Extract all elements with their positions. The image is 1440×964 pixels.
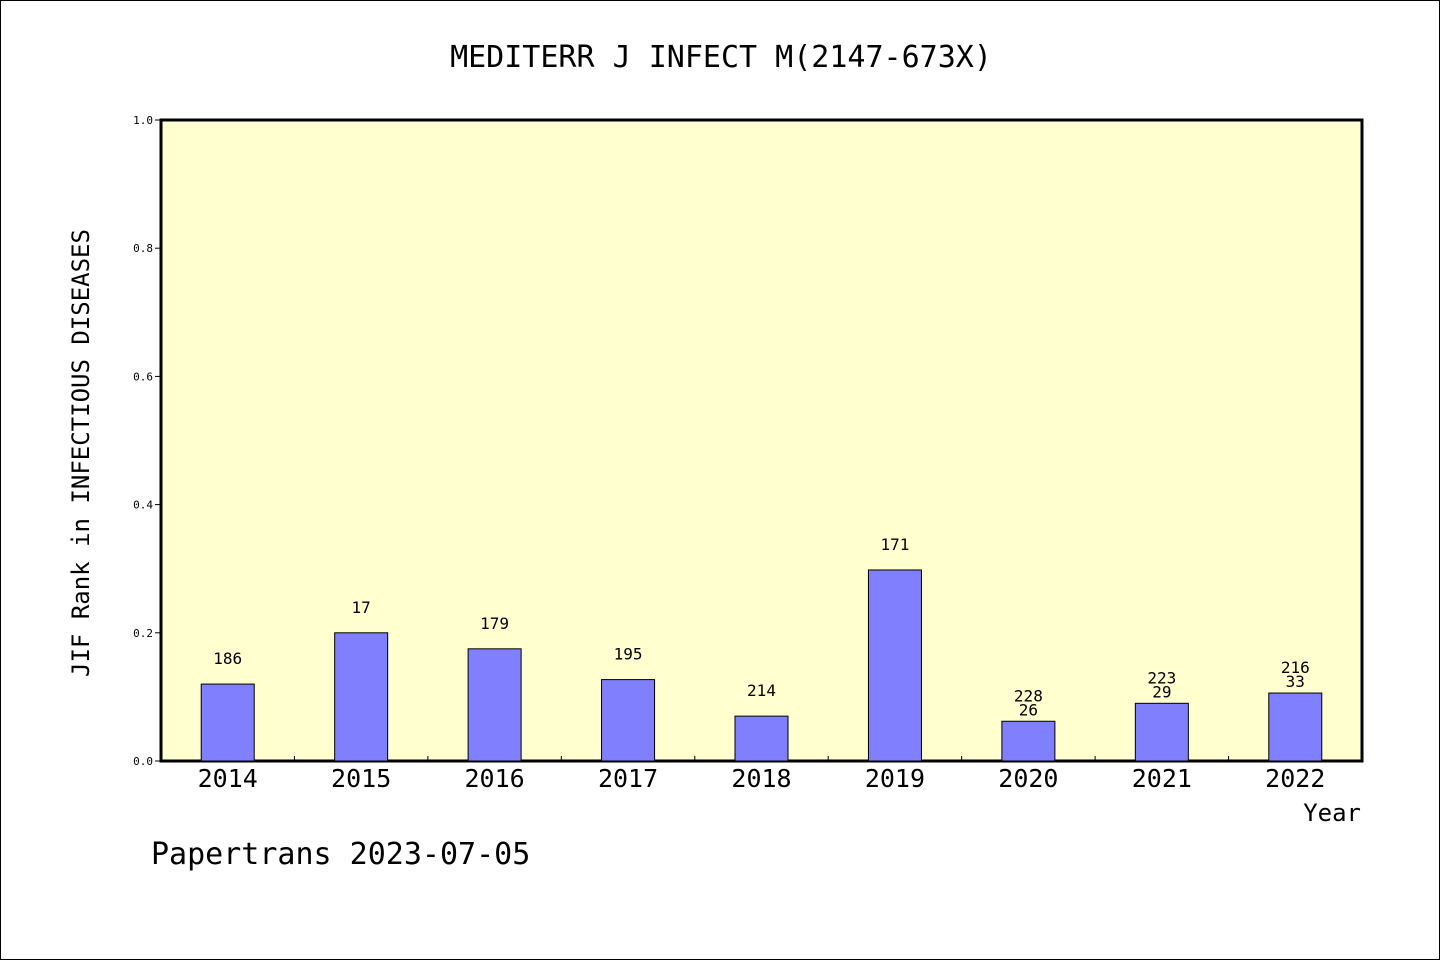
bar-2022 — [1268, 692, 1323, 762]
x-tick-label: 2016 — [465, 764, 525, 793]
x-tick-label: 2015 — [331, 764, 391, 793]
bar-data-label: 171 — [880, 535, 909, 554]
y-tick-label: 0.6 — [133, 370, 153, 383]
x-tick-label: 2020 — [998, 764, 1058, 793]
x-axis: 2014 2015 2016 2017 2018 2019 2020 2021 2022 — [198, 756, 1325, 793]
footer-stamp: Papertrans 2023-07-05 — [151, 837, 530, 872]
bar-data-label: 216 — [1281, 658, 1310, 677]
y-tick-label: 0.0 — [133, 755, 153, 768]
x-tick-label: 2019 — [865, 764, 925, 793]
bar-2014 — [200, 683, 255, 762]
x-tick-label: 2014 — [198, 764, 258, 793]
x-tick-label: 2021 — [1132, 764, 1192, 793]
bar-2018 — [734, 715, 789, 762]
y-tick-label: 1.0 — [133, 114, 153, 127]
bar-data-label: 26 — [1019, 700, 1038, 719]
bar-2020 — [1001, 720, 1056, 762]
bar-data-label: 33 — [1286, 672, 1305, 691]
bar-data-label: 195 — [614, 645, 643, 664]
bar-data-label: 179 — [480, 614, 509, 633]
bars — [200, 569, 1323, 762]
bar-data-label: 186 — [213, 649, 242, 668]
y-axis-label: JIF Rank in INFECTIOUS DISEASES — [67, 229, 95, 677]
bar-data-label: 29 — [1152, 682, 1171, 701]
x-tick-label: 2018 — [731, 764, 791, 793]
bar-data-label: 223 — [1147, 668, 1176, 687]
bar-data-label: 17 — [352, 598, 371, 617]
y-tick-label: 0.8 — [133, 242, 153, 255]
bar-data-label: 228 — [1014, 686, 1043, 705]
bar-2017 — [601, 679, 656, 762]
bar-data-label: 214 — [747, 681, 776, 700]
bar-2015 — [334, 632, 389, 762]
y-tick-label: 0.4 — [133, 499, 153, 512]
x-axis-label: Year — [1303, 799, 1361, 827]
chart-title: MEDITERR J INFECT M(2147-673X) — [450, 40, 992, 75]
y-tick-label: 0.2 — [133, 627, 153, 640]
y-axis: 0.0 0.2 0.4 0.6 0.8 1.0 — [133, 114, 161, 768]
bar-2021 — [1134, 702, 1189, 762]
bar-2016 — [467, 648, 522, 762]
x-tick-label: 2017 — [598, 764, 658, 793]
x-tick-label: 2022 — [1265, 764, 1325, 793]
bar-2019 — [867, 569, 922, 762]
